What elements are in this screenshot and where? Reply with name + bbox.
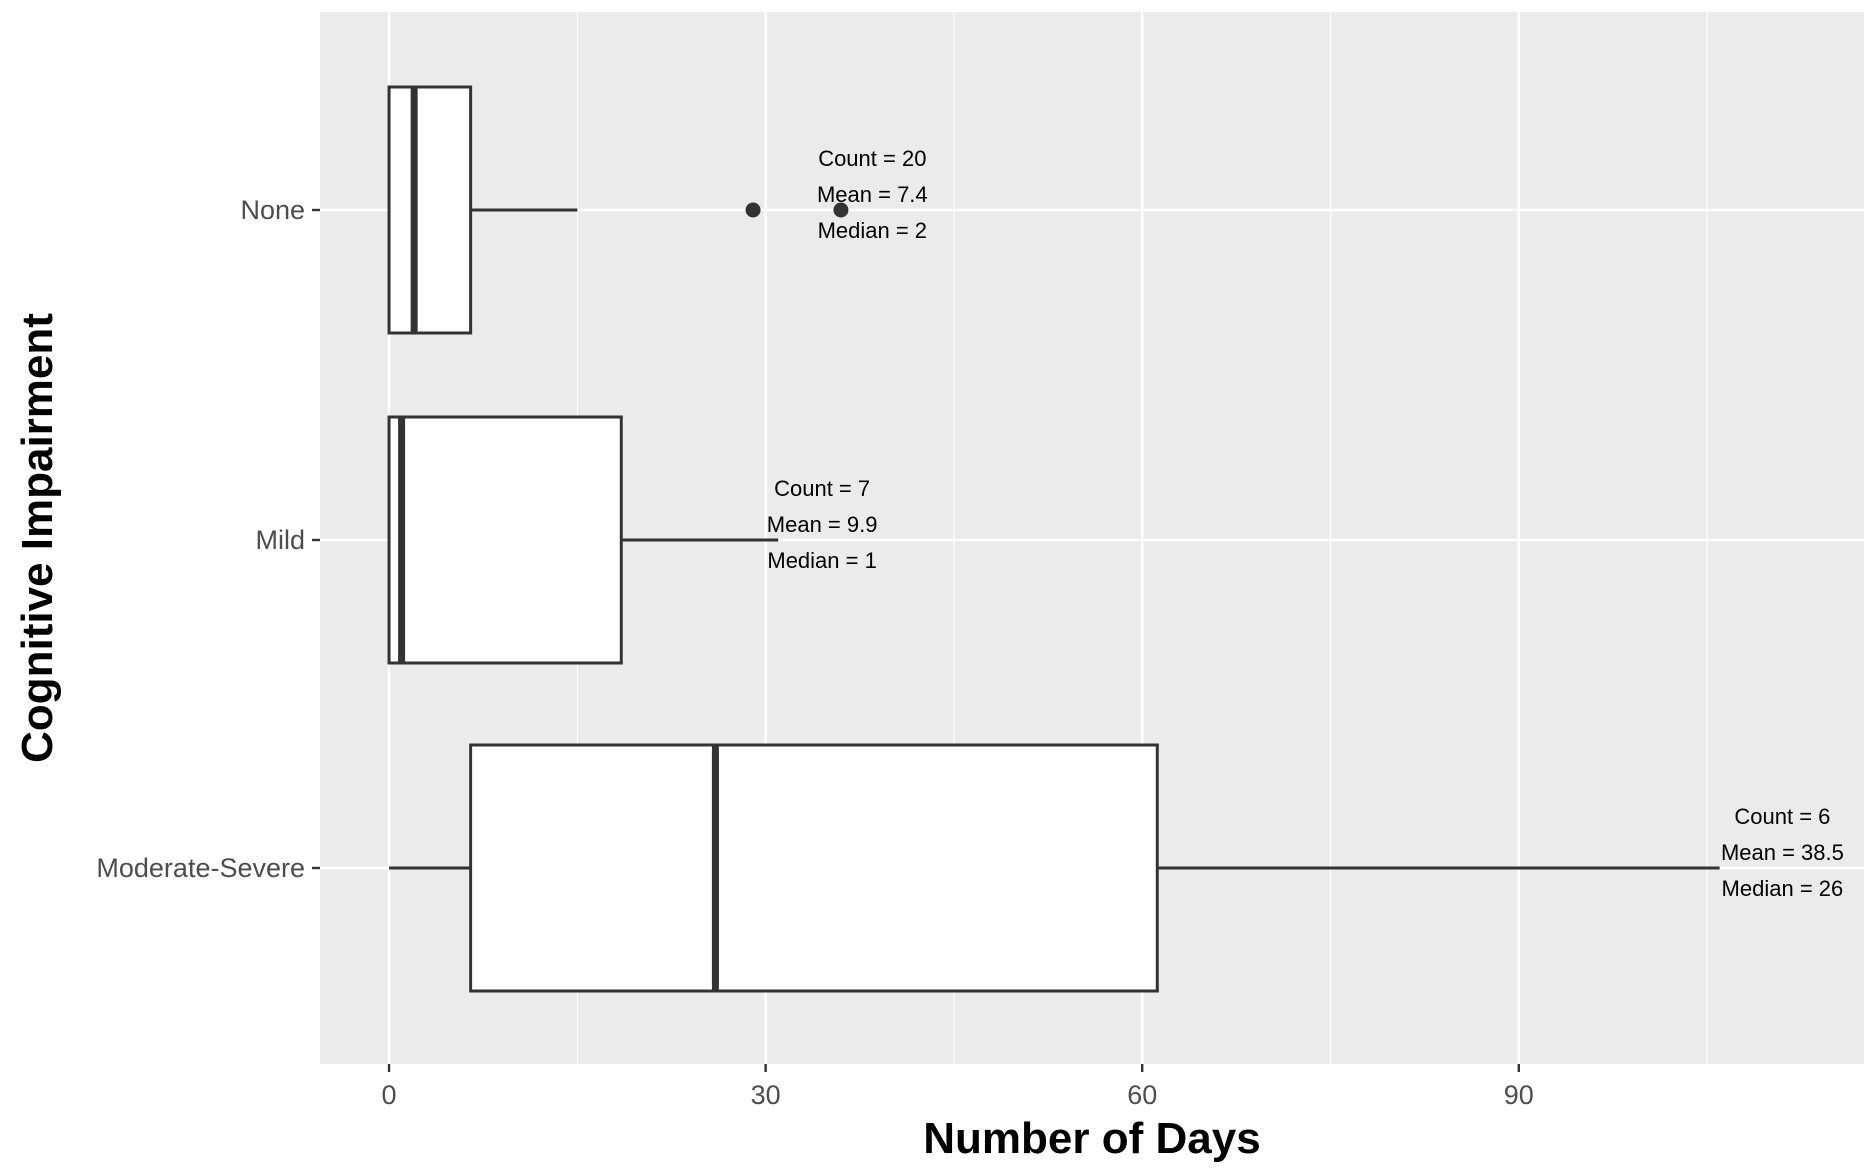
x-axis-title: Number of Days xyxy=(923,1114,1260,1163)
x-tick-label: 60 xyxy=(1127,1080,1157,1110)
y-axis: None Mild Moderate-Severe xyxy=(96,195,320,883)
outlier-point xyxy=(833,202,849,218)
annotations: Count = 20 Mean = 7.4 Median = 2 Count = 7 M… xyxy=(767,146,1844,901)
x-tick-label: 30 xyxy=(751,1080,781,1110)
y-tick-label: Mild xyxy=(255,525,305,555)
x-axis: 0 30 60 90 xyxy=(382,1064,1534,1110)
box-iqr xyxy=(387,85,473,335)
annotation-line: Count = 7 xyxy=(774,476,870,501)
annotation-line: Median = 2 xyxy=(818,218,927,243)
box-mild xyxy=(387,415,779,665)
annotation-line: Mean = 7.4 xyxy=(817,182,928,207)
y-tick-label: None xyxy=(240,195,305,225)
box-none xyxy=(387,85,849,335)
box-moderate-severe xyxy=(389,743,1720,993)
annotation-line: Mean = 38.5 xyxy=(1721,840,1844,865)
box-iqr xyxy=(469,743,1159,993)
annotation-line: Median = 26 xyxy=(1722,876,1844,901)
y-axis-title: Cognitive Impairment xyxy=(13,313,62,763)
box-iqr xyxy=(387,415,623,665)
x-tick-label: 0 xyxy=(382,1080,397,1110)
annotation-line: Count = 6 xyxy=(1734,804,1830,829)
annotation-line: Mean = 9.9 xyxy=(767,512,878,537)
x-tick-label: 90 xyxy=(1504,1080,1534,1110)
boxes xyxy=(387,85,1720,993)
annotation-line: Count = 20 xyxy=(818,146,926,171)
y-tick-label: Moderate-Severe xyxy=(96,853,305,883)
annotation-line: Median = 1 xyxy=(767,548,876,573)
outlier-point xyxy=(745,202,761,218)
